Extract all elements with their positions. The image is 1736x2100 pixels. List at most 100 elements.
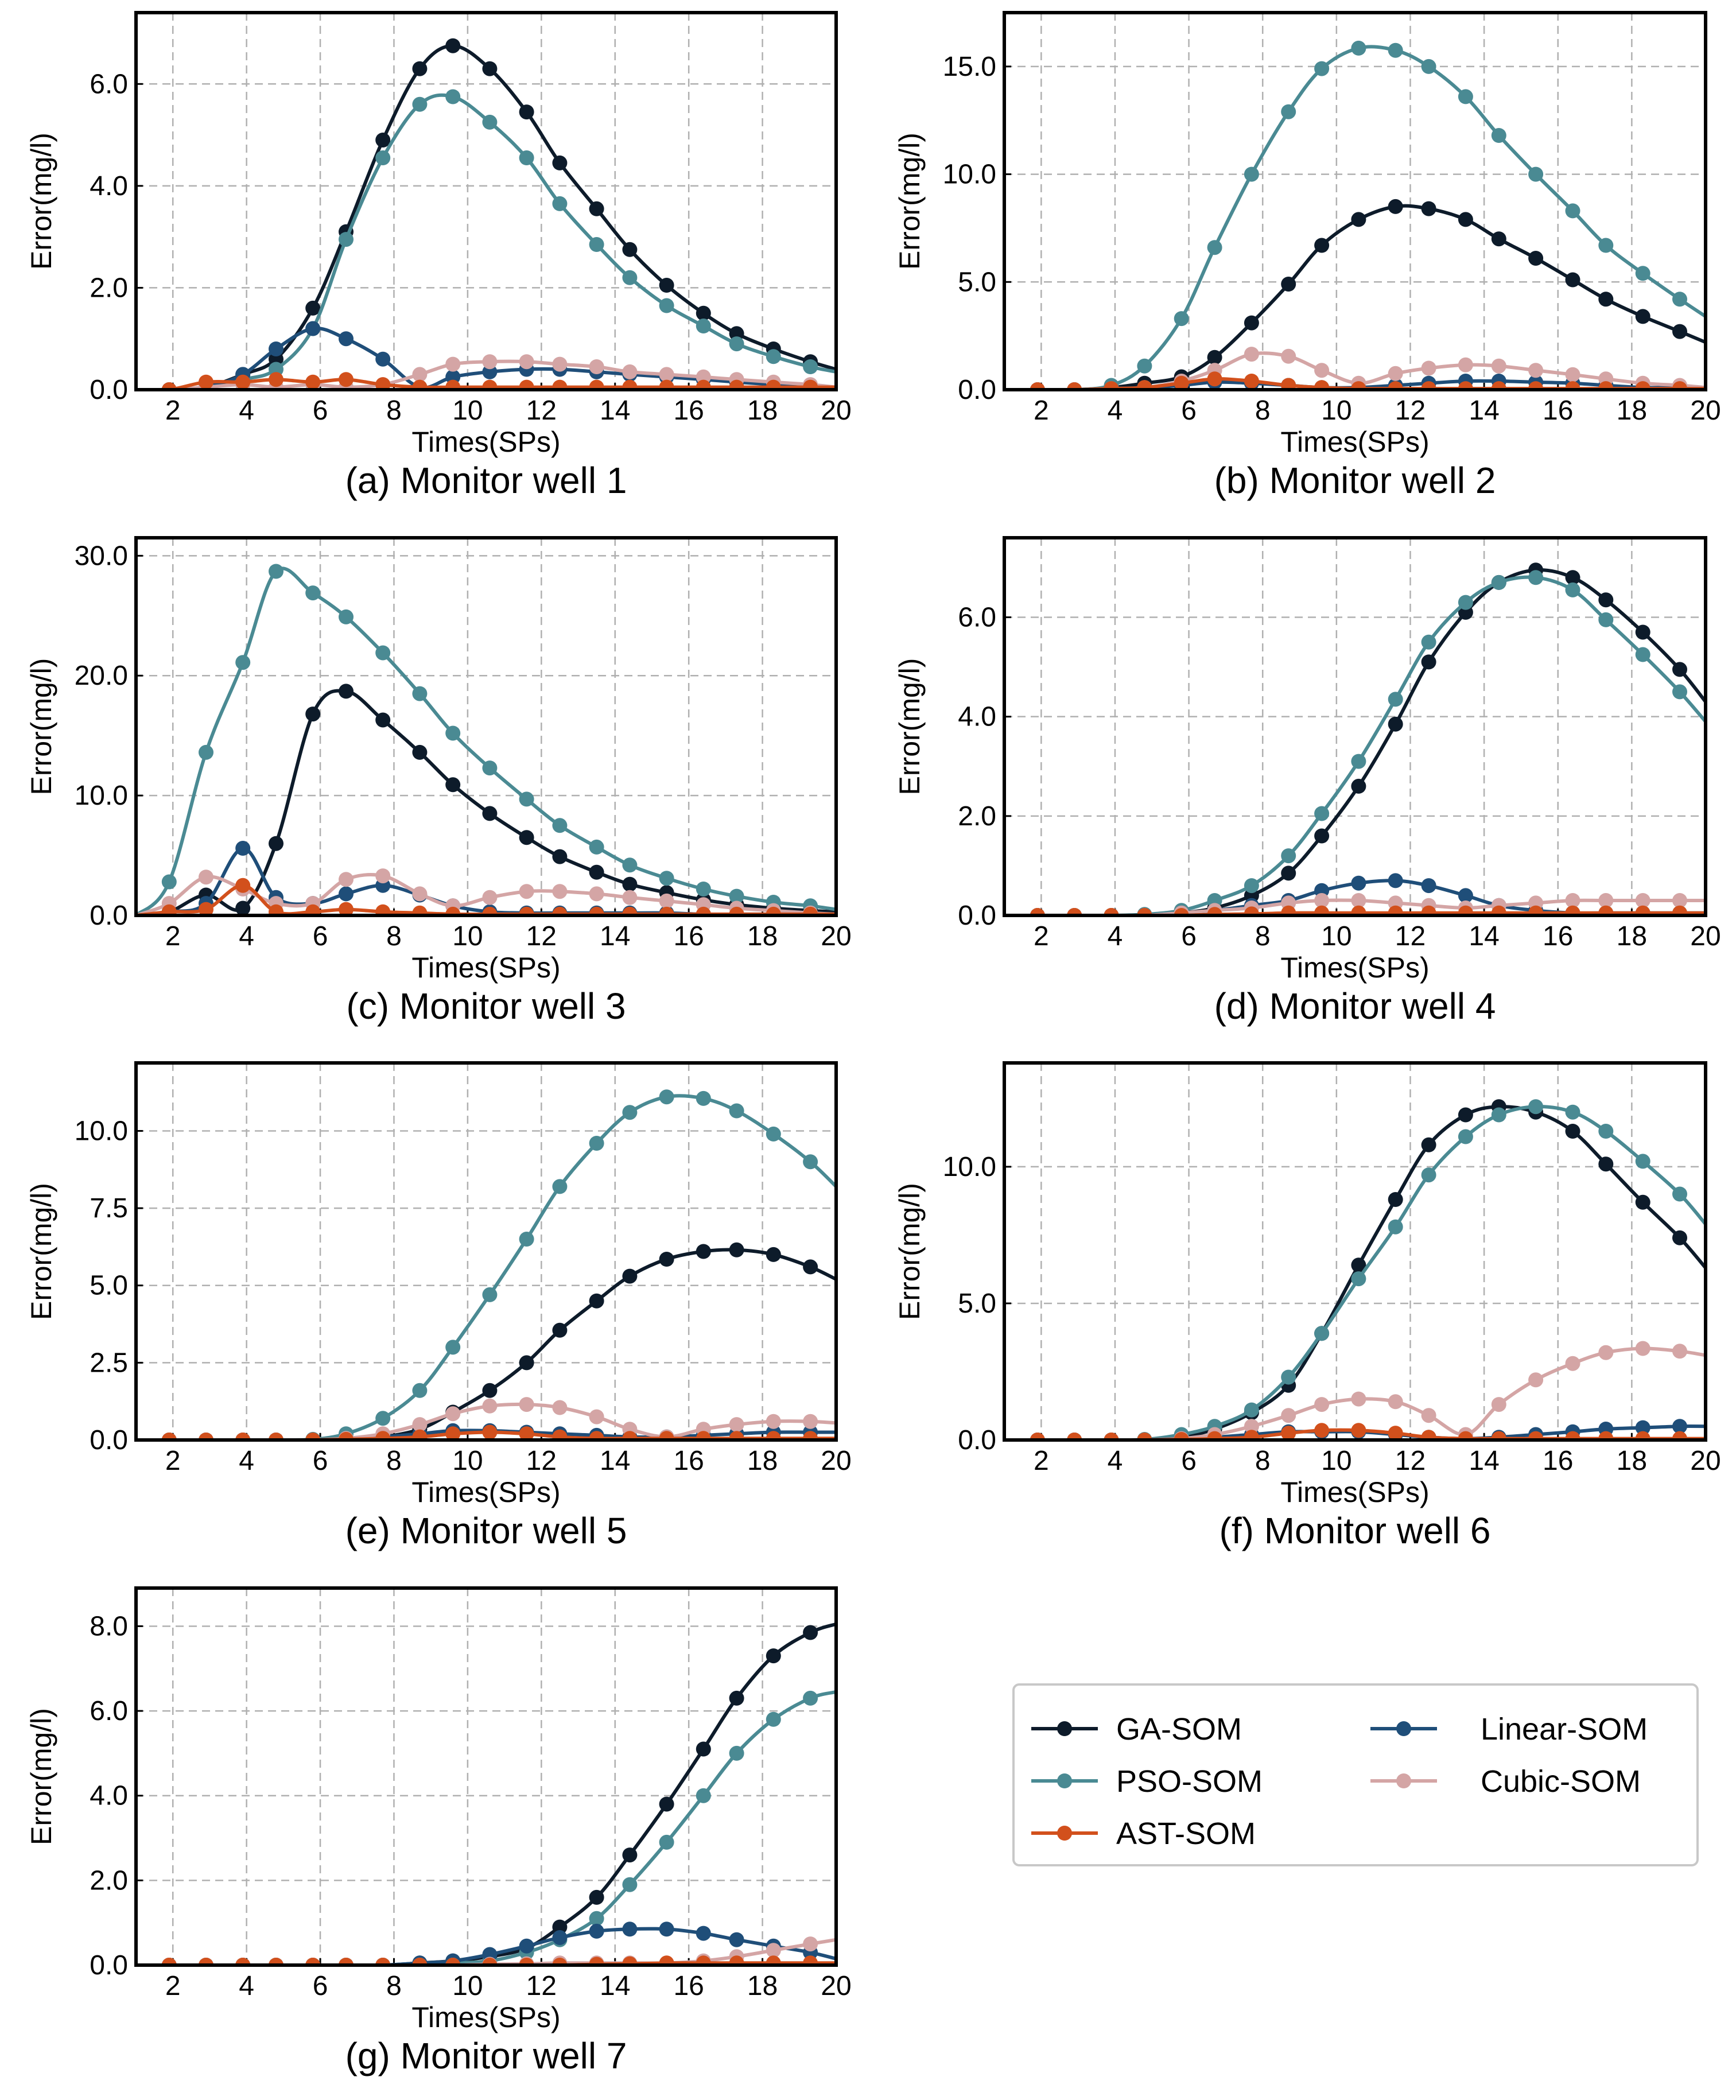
data-point-linear-som-12 <box>552 1930 568 1945</box>
data-point-ga-som-11 <box>519 104 534 120</box>
data-point-ast-som-2 <box>199 1433 213 1440</box>
data-point-pso-som-10 <box>1351 1271 1366 1287</box>
x-tick-label-10: 10 <box>452 921 483 952</box>
data-point-ast-som-12 <box>1421 905 1436 915</box>
data-point-ga-som-18 <box>1635 309 1650 324</box>
panel-caption: (a) Monitor well 1 <box>345 460 627 501</box>
data-point-ast-som-11 <box>519 906 534 915</box>
data-point-cubic-som-12 <box>1421 1408 1436 1423</box>
data-point-cubic-som-18 <box>766 1414 781 1429</box>
data-point-ga-som-18 <box>766 1247 781 1262</box>
data-point-cubic-som-15 <box>659 367 674 382</box>
data-point-ast-som-2 <box>199 1958 213 1965</box>
data-point-ast-som-12 <box>1421 381 1436 390</box>
series-ga-som <box>1004 199 1706 390</box>
data-point-cubic-som-14 <box>622 890 638 905</box>
data-point-pso-som-9 <box>1314 61 1330 76</box>
data-point-ga-som-8 <box>412 61 428 76</box>
data-point-pso-som-10 <box>1351 754 1366 769</box>
y-axis-title: Error(mg/l) <box>25 1183 57 1320</box>
data-point-cubic-som-11 <box>519 354 534 370</box>
data-point-ast-som-15 <box>1528 905 1544 915</box>
data-point-pso-som-4 <box>1137 358 1152 374</box>
data-point-ast-som-5 <box>305 1433 321 1440</box>
data-point-ast-som-17 <box>729 906 744 915</box>
data-point-ast-som-4 <box>1137 380 1152 390</box>
data-point-ga-som-17 <box>729 1242 744 1257</box>
data-point-linear-som-7 <box>375 351 391 367</box>
data-point-ast-som-4 <box>269 372 283 387</box>
legend-marker-linear-som <box>1396 1721 1411 1736</box>
data-point-ast-som-17 <box>1598 1431 1614 1440</box>
data-point-ast-som-4 <box>269 904 283 915</box>
plot-frame <box>134 1586 838 1967</box>
data-point-ast-som-10 <box>1351 1423 1366 1438</box>
data-point-ast-som-13 <box>589 379 604 390</box>
data-point-ast-som-13 <box>589 906 604 915</box>
data-point-ga-som-9 <box>1314 238 1330 253</box>
y-tick-label-4-0: 4.0 <box>958 702 996 732</box>
y-tick-label-15-0: 15.0 <box>943 52 996 82</box>
data-point-cubic-som-19 <box>803 1936 818 1952</box>
data-point-ast-som-12 <box>1421 1430 1436 1440</box>
data-point-linear-som-5 <box>305 321 321 336</box>
data-point-ast-som-8 <box>1281 905 1296 915</box>
series-line-pso-som <box>1004 45 1706 390</box>
data-point-ast-som-8 <box>412 1958 428 1965</box>
x-axis-title: Times(SPs) <box>1280 1476 1429 1508</box>
data-point-ast-som-18 <box>1635 381 1650 390</box>
data-point-ast-som-8 <box>1281 1426 1296 1440</box>
data-point-linear-som-13 <box>1458 888 1473 903</box>
x-tick-label-12: 12 <box>1395 1446 1426 1476</box>
data-point-cubic-som-9 <box>445 356 461 372</box>
data-point-ast-som-3 <box>235 1958 251 1965</box>
data-point-ast-som-10 <box>1351 381 1366 390</box>
y-tick-label-4-0: 4.0 <box>90 1781 128 1811</box>
data-point-pso-som-19 <box>1672 292 1687 307</box>
data-point-cubic-som-11 <box>519 884 534 899</box>
data-point-ast-som-4 <box>1137 908 1152 915</box>
data-point-cubic-som-8 <box>412 886 428 902</box>
data-point-cubic-som-16 <box>696 369 711 385</box>
data-point-ast-som-1 <box>161 1433 177 1440</box>
data-point-ga-som-17 <box>1598 292 1614 307</box>
data-point-ast-som-5 <box>1174 908 1189 915</box>
data-point-pso-som-1 <box>161 874 177 890</box>
plot-frame <box>1003 11 1707 391</box>
data-point-linear-som-4 <box>269 341 283 356</box>
y-tick-label-10-0: 10.0 <box>943 160 996 190</box>
plot-area <box>136 1089 836 1440</box>
data-point-pso-som-2 <box>199 744 213 760</box>
y-tick-label-2-5: 2.5 <box>90 1348 128 1378</box>
data-point-pso-som-17 <box>729 336 744 352</box>
data-point-ast-som-5 <box>305 1958 321 1965</box>
data-point-cubic-som-6 <box>339 872 354 887</box>
data-point-pso-som-14 <box>622 857 638 873</box>
data-point-pso-som-3 <box>235 655 251 670</box>
y-tick-label-0-0: 0.0 <box>90 1425 128 1455</box>
data-point-pso-som-16 <box>1565 1104 1580 1120</box>
data-point-cubic-som-19 <box>803 1414 818 1429</box>
data-point-ast-som-14 <box>622 1431 638 1440</box>
data-point-pso-som-12 <box>1421 59 1436 74</box>
plot-area <box>1004 40 1706 390</box>
data-point-pso-som-13 <box>589 237 604 252</box>
data-point-ast-som-2 <box>199 374 213 390</box>
data-point-ast-som-15 <box>659 906 674 915</box>
chart-panel-3: 2 4 6 8 10 12 14 16 18 20 0.0 10.0 20.0 30.0 Times(SPs… <box>25 536 852 1027</box>
series-line-ga-som <box>136 1622 836 1965</box>
plot-frame <box>1003 1061 1707 1442</box>
y-tick-label-10-0: 10.0 <box>943 1152 996 1182</box>
data-point-ga-som-12 <box>552 849 568 864</box>
data-point-ast-som-3 <box>1104 381 1119 390</box>
y-axis-title: Error(mg/l) <box>894 133 926 270</box>
data-point-ast-som-1 <box>1030 1433 1045 1440</box>
data-point-ga-som-8 <box>1281 865 1296 881</box>
data-point-ast-som-7 <box>1244 1430 1259 1440</box>
data-point-ga-som-19 <box>1672 662 1687 677</box>
data-point-pso-som-15 <box>659 871 674 886</box>
x-tick-label-4: 4 <box>239 1446 254 1476</box>
data-point-cubic-som-15 <box>659 893 674 909</box>
x-tick-label-2: 2 <box>165 1971 181 2001</box>
series-line-pso-som <box>136 93 836 390</box>
